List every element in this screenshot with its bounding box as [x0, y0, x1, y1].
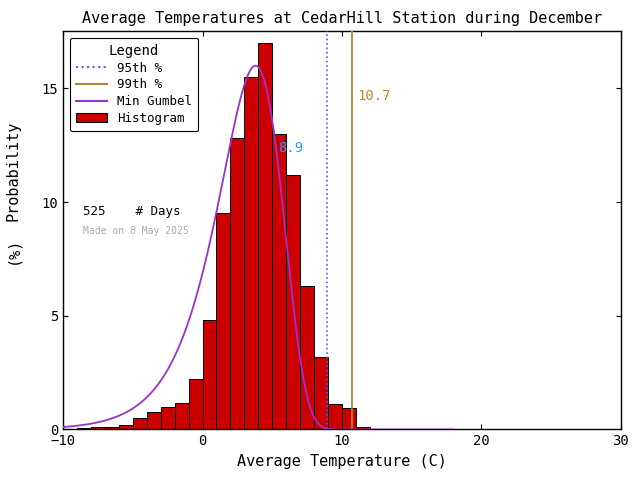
Text: Made on 8 May 2025: Made on 8 May 2025 — [83, 227, 189, 237]
Text: 10.7: 10.7 — [357, 89, 390, 103]
Bar — [203, 320, 216, 430]
Bar — [230, 138, 244, 430]
Bar — [244, 77, 259, 430]
Bar — [105, 427, 119, 430]
Bar — [133, 418, 147, 430]
Bar — [119, 425, 133, 430]
Bar — [161, 407, 175, 430]
Bar — [300, 286, 314, 430]
Bar — [342, 408, 356, 430]
Text: 525    # Days: 525 # Days — [83, 204, 180, 217]
Title: Average Temperatures at CedarHill Station during December: Average Temperatures at CedarHill Statio… — [82, 11, 602, 26]
X-axis label: Average Temperature (C): Average Temperature (C) — [237, 454, 447, 469]
Bar — [147, 412, 161, 430]
Bar — [77, 428, 91, 430]
Bar — [356, 427, 370, 430]
Bar — [259, 43, 272, 430]
Text: (%): (%) — [6, 237, 20, 264]
Bar — [328, 405, 342, 430]
Text: Probability: Probability — [6, 120, 20, 221]
Bar — [314, 357, 328, 430]
Legend: 95th %, 99th %, Min Gumbel, Histogram: 95th %, 99th %, Min Gumbel, Histogram — [70, 38, 198, 131]
Bar — [286, 175, 300, 430]
Bar — [189, 379, 203, 430]
Bar — [216, 214, 230, 430]
Bar — [175, 403, 189, 430]
Text: 8.9: 8.9 — [278, 141, 303, 155]
Bar — [91, 427, 105, 430]
Bar — [272, 134, 286, 430]
